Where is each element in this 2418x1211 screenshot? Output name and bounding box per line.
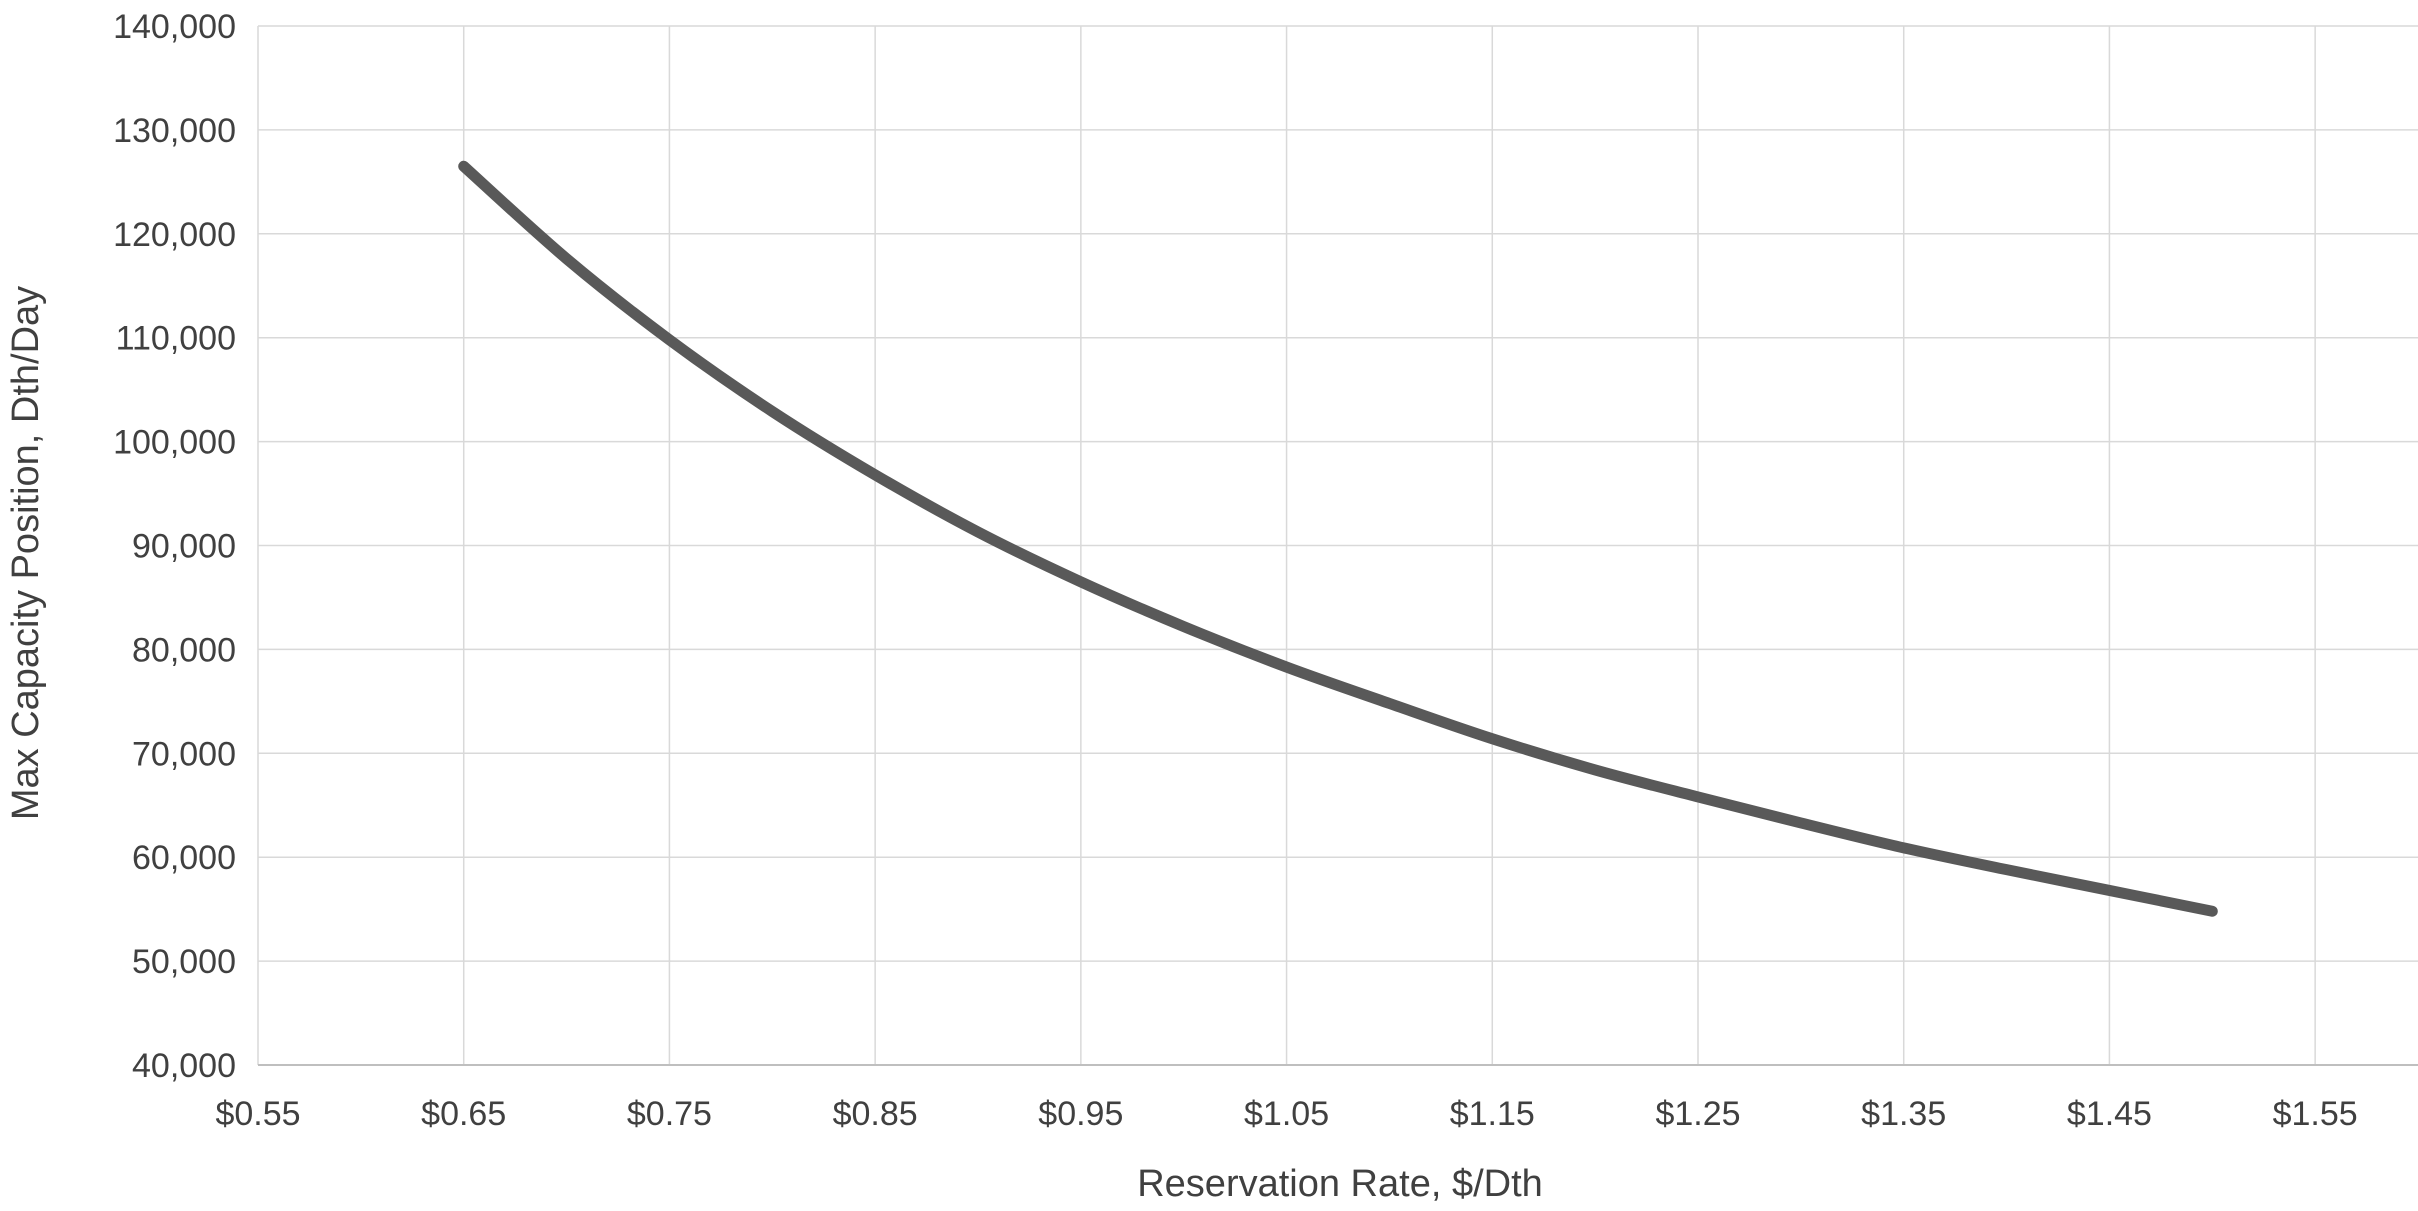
y-tick-label: 40,000 [132,1047,236,1085]
series-line-0 [464,166,2213,911]
y-tick-label: 120,000 [113,216,236,254]
x-tick-label: $0.95 [1038,1095,1123,1133]
x-tick-label: $1.15 [1450,1095,1535,1133]
y-tick-label: 90,000 [132,528,236,566]
y-tick-label: 50,000 [132,943,236,981]
x-tick-label: $0.75 [627,1095,712,1133]
tick-labels: 40,000 50,000 60,000 70,000 80,000 90,000 100,… [113,8,2358,1133]
y-tick-label: 110,000 [116,320,236,358]
y-tick-label: 70,000 [132,735,236,773]
x-tick-label: $1.35 [1861,1095,1946,1133]
x-axis-title: Reservation Rate, $/Dth [1137,1163,1543,1205]
y-tick-label: 100,000 [113,424,236,462]
y-tick-label: 80,000 [132,631,236,669]
x-tick-label: $1.05 [1244,1095,1329,1133]
y-axis-title: Max Capacity Position, Dth/Day [5,286,47,820]
x-tick-label: $0.65 [421,1095,506,1133]
x-tick-label: $1.45 [2067,1095,2152,1133]
y-tick-label: 130,000 [113,112,236,150]
series-layer [464,166,2213,911]
x-tick-label: $0.55 [215,1095,300,1133]
y-tick-label: 140,000 [113,8,236,46]
x-tick-label: $1.25 [1655,1095,1740,1133]
x-tick-label: $0.85 [833,1095,918,1133]
y-tick-label: 60,000 [132,839,236,877]
x-tick-label: $1.55 [2273,1095,2358,1133]
gridlines [258,26,2418,1065]
